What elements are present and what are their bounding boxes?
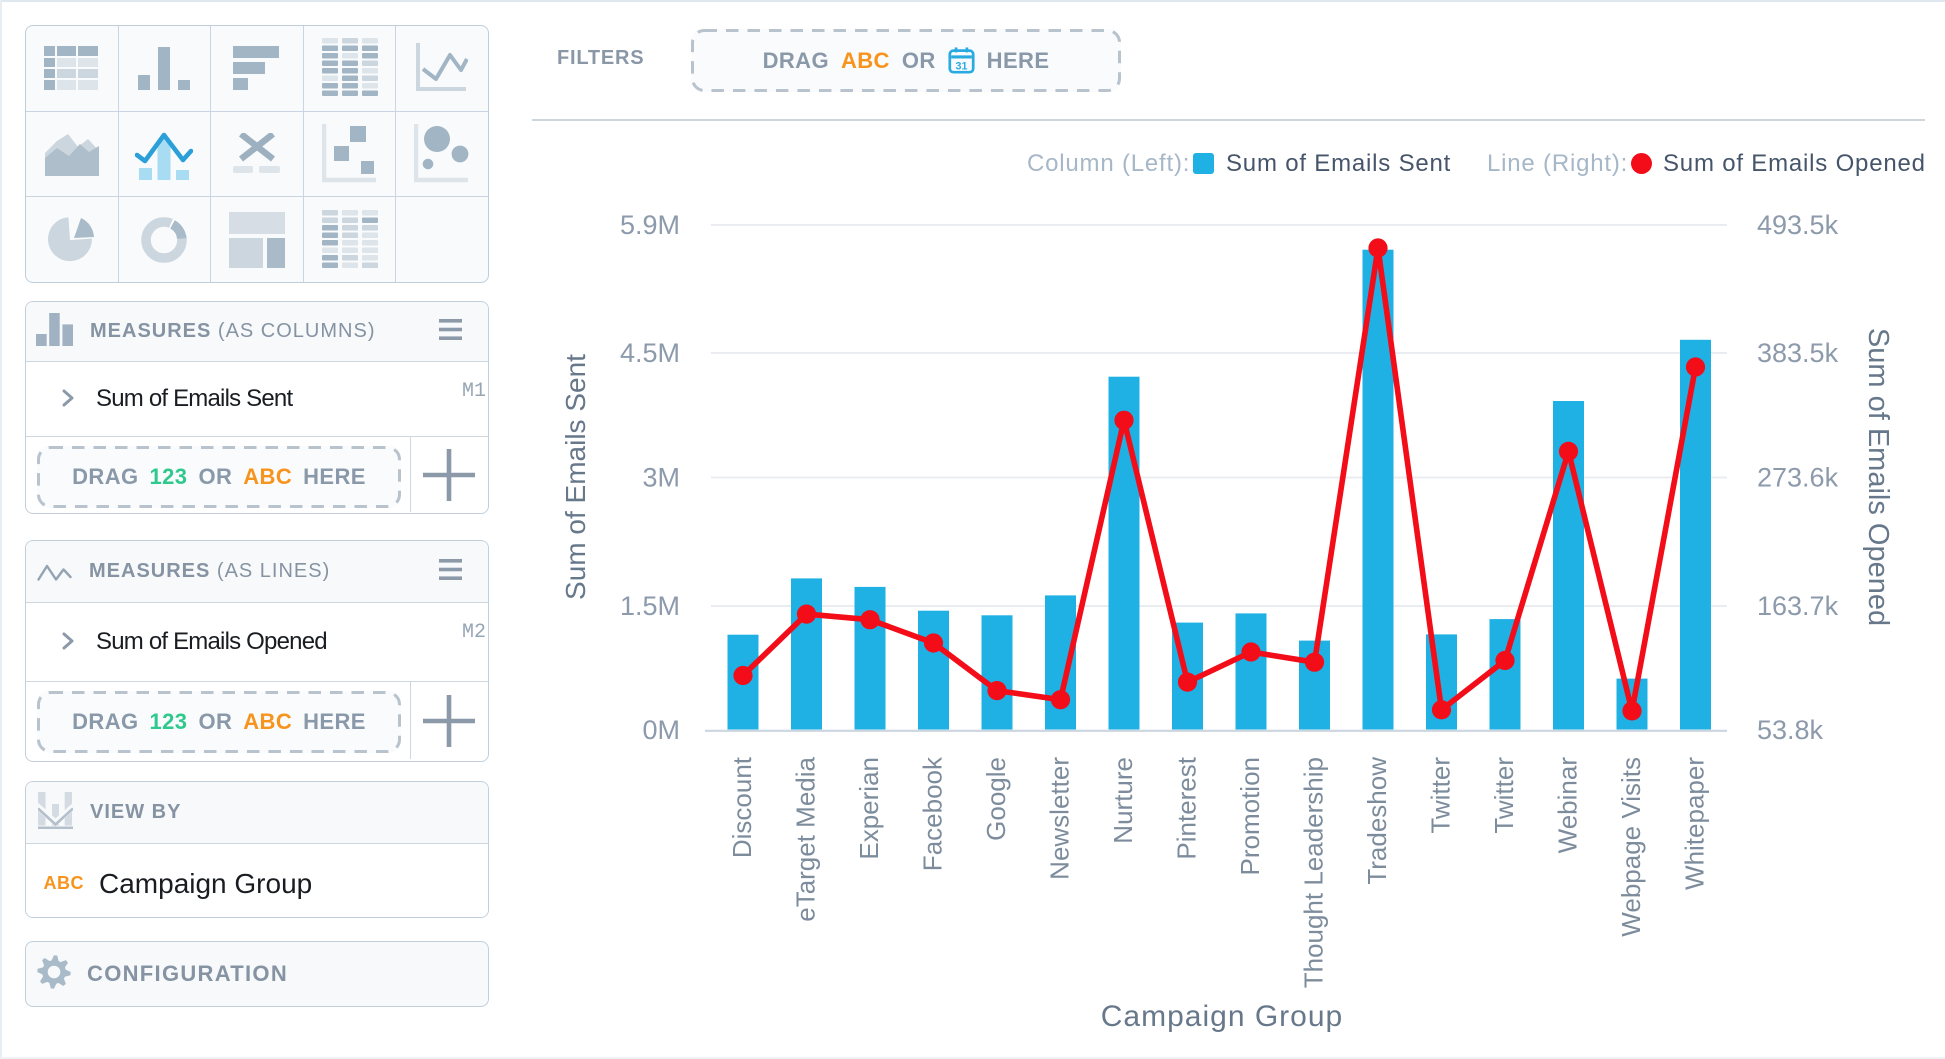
svg-text:Twitter: Twitter [1489,757,1519,834]
svg-text:0M: 0M [642,715,680,745]
svg-text:Discount: Discount [727,756,757,858]
svg-text:1.5M: 1.5M [620,591,680,621]
svg-text:383.5k: 383.5k [1757,338,1839,368]
svg-text:Sum of Emails Opened: Sum of Emails Opened [1862,328,1894,626]
svg-text:Promotion: Promotion [1235,757,1265,876]
svg-text:31: 31 [955,61,967,73]
svg-text:Pinterest: Pinterest [1172,756,1202,859]
svg-text:Tradeshow: Tradeshow [1362,757,1392,885]
svg-text:3M: 3M [642,463,680,493]
svg-text:Google: Google [981,757,1011,841]
svg-text:493.5k: 493.5k [1757,210,1839,240]
svg-text:Sum of Emails Sent: Sum of Emails Sent [560,354,591,600]
svg-text:Campaign Group: Campaign Group [1101,1000,1343,1033]
svg-text:273.6k: 273.6k [1757,463,1839,493]
svg-text:Experian: Experian [854,757,884,860]
svg-text:4.5M: 4.5M [620,338,680,368]
svg-text:eTarget Media: eTarget Media [791,756,821,921]
svg-text:163.7k: 163.7k [1757,591,1839,621]
svg-text:Facebook: Facebook [918,756,948,871]
svg-text:5.9M: 5.9M [620,210,680,240]
svg-text:Whitepaper: Whitepaper [1680,757,1710,890]
svg-text:Webpage Visits: Webpage Visits [1616,757,1646,937]
svg-text:Webinar: Webinar [1553,757,1583,854]
svg-text:53.8k: 53.8k [1757,715,1824,745]
svg-text:Thought Leadership: Thought Leadership [1299,757,1329,988]
svg-text:Newsletter: Newsletter [1045,757,1075,880]
svg-text:Nurture: Nurture [1108,757,1138,844]
svg-text:Twitter: Twitter [1426,757,1456,834]
